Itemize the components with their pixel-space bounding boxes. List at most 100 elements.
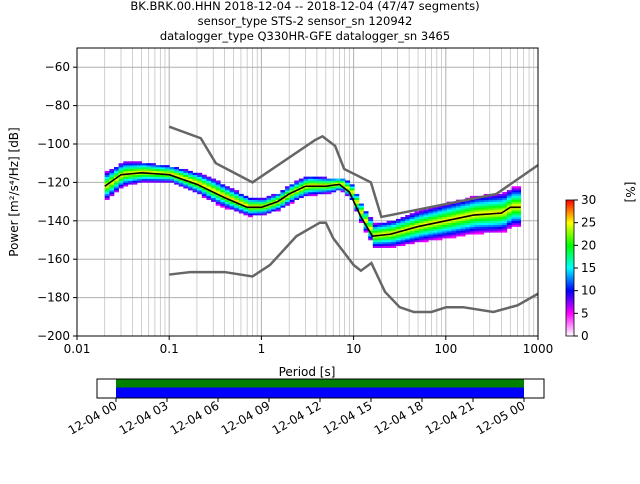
ppsd-cell xyxy=(363,215,369,218)
ppsd-cell xyxy=(460,234,466,237)
ppsd-cell xyxy=(446,228,452,231)
ppsd-cell xyxy=(137,176,143,179)
ppsd-cell xyxy=(271,207,277,210)
ppsd-cell xyxy=(423,216,429,220)
ppsd-cell xyxy=(368,216,374,220)
ppsd-cell xyxy=(109,174,115,177)
ppsd-cell xyxy=(386,245,392,248)
ppsd-cell xyxy=(358,220,364,224)
y-tick-label: −60 xyxy=(45,60,70,74)
ppsd-cell xyxy=(132,178,138,181)
ppsd-cell xyxy=(437,211,443,214)
ppsd-cell xyxy=(511,224,517,227)
x-tick-label: 0.01 xyxy=(64,342,91,356)
ppsd-cell xyxy=(294,197,300,200)
ppsd-cell xyxy=(183,170,189,174)
ppsd-cell xyxy=(303,188,309,191)
ppsd-cell xyxy=(229,201,235,204)
ppsd-cell xyxy=(474,199,480,202)
ppsd-cell xyxy=(488,205,494,208)
ppsd-cell xyxy=(335,184,341,187)
ppsd-cell xyxy=(192,180,198,183)
ppsd-cell xyxy=(340,184,346,187)
ppsd-cell xyxy=(516,209,522,212)
ppsd-cell xyxy=(382,224,388,227)
ppsd-cell xyxy=(308,176,314,179)
ppsd-cell xyxy=(432,234,438,237)
y-tick-label: −180 xyxy=(37,291,70,305)
ppsd-cell xyxy=(312,188,318,191)
nhnm-line xyxy=(168,125,539,219)
ppsd-cell xyxy=(456,207,461,210)
ppsd-cell xyxy=(372,236,378,239)
ppsd-cell xyxy=(391,226,397,229)
ppsd-cell xyxy=(248,209,253,212)
ppsd-cell xyxy=(137,178,143,181)
ppsd-cell xyxy=(483,224,489,227)
ppsd-cell xyxy=(423,236,429,239)
ppsd-cell xyxy=(497,195,503,199)
ppsd-cell xyxy=(257,197,263,200)
ppsd-cell xyxy=(493,195,498,199)
ppsd-cell xyxy=(238,199,244,202)
ppsd-cell xyxy=(502,192,508,195)
ppsd-cell xyxy=(400,236,406,239)
ppsd-cell xyxy=(469,218,475,222)
ppsd-cell xyxy=(423,209,429,212)
ppsd-cell xyxy=(516,213,522,216)
ppsd-cell xyxy=(109,184,115,187)
ppsd-cell xyxy=(127,167,133,170)
ppsd-cell xyxy=(224,203,230,206)
ppsd-cell xyxy=(456,224,461,227)
ppsd-cell xyxy=(141,165,147,168)
ppsd-cell xyxy=(197,190,203,193)
ppsd-cell xyxy=(423,220,429,224)
ppsd-cell xyxy=(127,161,133,164)
ppsd-cell xyxy=(294,192,300,195)
ppsd-cell xyxy=(437,216,443,220)
ppsd-cell xyxy=(215,199,221,202)
ppsd-cell xyxy=(141,167,147,170)
ppsd-cell xyxy=(248,199,253,202)
colorbar-ticks: 0 5 10 15 20 25 30 xyxy=(574,193,596,343)
ppsd-cell xyxy=(252,207,258,210)
ppsd-cell xyxy=(137,180,143,183)
ppsd-cell xyxy=(400,243,406,247)
ppsd-cell xyxy=(146,163,152,166)
ppsd-cell xyxy=(506,193,512,197)
ppsd-cell xyxy=(187,182,193,185)
ppsd-cell xyxy=(187,170,193,174)
ppsd-cell xyxy=(483,211,489,214)
colorbar-tick-label: 25 xyxy=(581,216,596,230)
ppsd-cell xyxy=(474,232,480,235)
ppsd-cell xyxy=(460,201,466,204)
ppsd-cell xyxy=(252,197,258,200)
ppsd-cell xyxy=(451,211,457,214)
ppsd-cell xyxy=(308,190,314,193)
ppsd-cell xyxy=(123,170,129,174)
ppsd-cell xyxy=(368,226,374,229)
ppsd-cell xyxy=(178,170,184,174)
ppsd-cell xyxy=(423,213,429,216)
ppsd-cell xyxy=(479,207,485,210)
ppsd-cell xyxy=(285,199,290,202)
colorbar-tick-label: 10 xyxy=(581,284,596,298)
ppsd-cell xyxy=(326,180,332,183)
ppsd-cell xyxy=(363,211,369,214)
ppsd-cell xyxy=(493,228,498,231)
ppsd-cell xyxy=(303,190,309,193)
ppsd-cell xyxy=(340,180,346,183)
ppsd-cell xyxy=(465,218,471,222)
ppsd-cell xyxy=(432,226,438,229)
ppsd-cell xyxy=(271,209,277,212)
ppsd-cell xyxy=(308,188,314,191)
ppsd-cell xyxy=(331,182,337,185)
ppsd-cell xyxy=(493,226,498,229)
ppsd-cell xyxy=(497,197,503,200)
ppsd-cell xyxy=(238,201,244,204)
ppsd-cell xyxy=(511,205,517,208)
ppsd-cell xyxy=(451,205,457,208)
ppsd-cell xyxy=(257,199,263,202)
ppsd-cell xyxy=(428,224,434,227)
ppsd-cell xyxy=(405,230,411,233)
